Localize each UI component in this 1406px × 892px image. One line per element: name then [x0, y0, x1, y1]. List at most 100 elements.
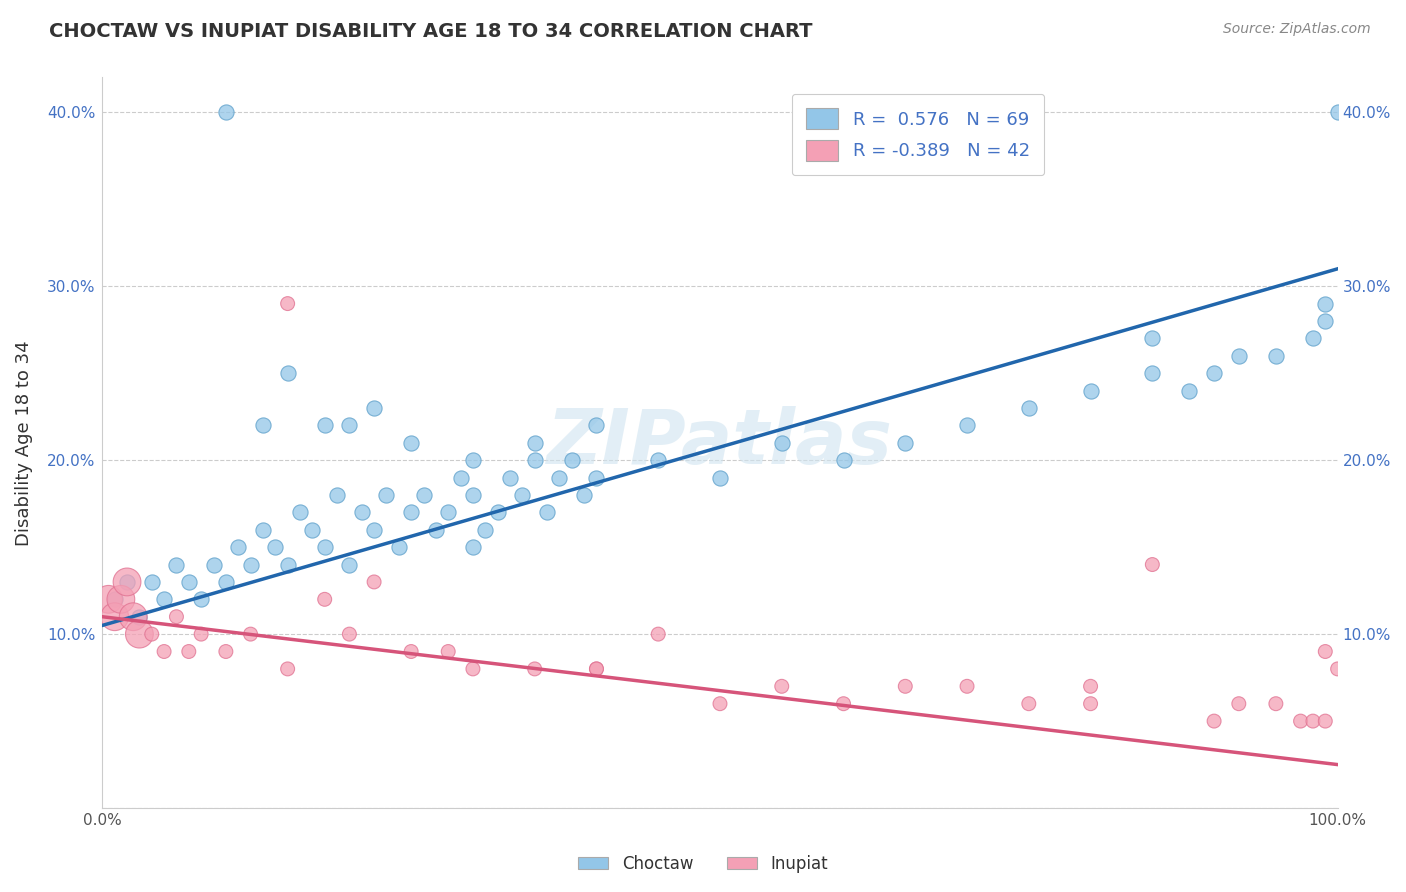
Point: [1302, 331, 1324, 345]
Point: [388, 540, 411, 554]
Point: [647, 627, 669, 641]
Point: [153, 592, 176, 607]
Point: [215, 105, 238, 120]
Point: [894, 679, 917, 693]
Point: [585, 470, 607, 484]
Point: [548, 470, 571, 484]
Point: [104, 609, 127, 624]
Point: [1264, 697, 1286, 711]
Point: [128, 609, 150, 624]
Point: [110, 592, 132, 607]
Point: [1080, 697, 1102, 711]
Point: [1264, 349, 1286, 363]
Point: [326, 488, 349, 502]
Point: [153, 644, 176, 658]
Point: [1315, 714, 1337, 728]
Point: [1178, 384, 1201, 398]
Point: [277, 366, 299, 380]
Point: [523, 435, 546, 450]
Point: [363, 523, 385, 537]
Text: CHOCTAW VS INUPIAT DISABILITY AGE 18 TO 34 CORRELATION CHART: CHOCTAW VS INUPIAT DISABILITY AGE 18 TO …: [49, 22, 813, 41]
Point: [141, 627, 163, 641]
Point: [252, 523, 274, 537]
Point: [474, 523, 496, 537]
Point: [1315, 314, 1337, 328]
Point: [375, 488, 398, 502]
Point: [1289, 714, 1312, 728]
Point: [239, 627, 262, 641]
Point: [1227, 697, 1250, 711]
Point: [122, 609, 145, 624]
Point: [450, 470, 472, 484]
Point: [115, 574, 138, 589]
Point: [647, 453, 669, 467]
Legend: R =  0.576   N = 69, R = -0.389   N = 42: R = 0.576 N = 69, R = -0.389 N = 42: [792, 94, 1045, 175]
Point: [832, 697, 855, 711]
Point: [486, 505, 509, 519]
Point: [709, 697, 731, 711]
Point: [165, 609, 187, 624]
Text: ZIPatlas: ZIPatlas: [547, 406, 893, 480]
Point: [832, 453, 855, 467]
Point: [226, 540, 249, 554]
Point: [141, 574, 163, 589]
Point: [264, 540, 287, 554]
Legend: Choctaw, Inupiat: Choctaw, Inupiat: [572, 848, 834, 880]
Point: [1315, 644, 1337, 658]
Point: [585, 418, 607, 433]
Point: [128, 627, 150, 641]
Point: [523, 662, 546, 676]
Point: [314, 418, 336, 433]
Point: [1326, 105, 1348, 120]
Point: [894, 435, 917, 450]
Point: [363, 401, 385, 415]
Point: [115, 574, 138, 589]
Point: [1018, 697, 1040, 711]
Point: [339, 627, 361, 641]
Point: [512, 488, 534, 502]
Point: [585, 662, 607, 676]
Point: [165, 558, 187, 572]
Point: [956, 679, 979, 693]
Point: [412, 488, 434, 502]
Point: [1142, 558, 1164, 572]
Point: [399, 644, 422, 658]
Point: [1227, 349, 1250, 363]
Point: [461, 540, 484, 554]
Point: [277, 662, 299, 676]
Point: [770, 435, 793, 450]
Point: [461, 453, 484, 467]
Point: [1302, 714, 1324, 728]
Point: [1080, 384, 1102, 398]
Point: [399, 435, 422, 450]
Point: [1018, 401, 1040, 415]
Point: [339, 418, 361, 433]
Point: [1315, 296, 1337, 310]
Point: [461, 488, 484, 502]
Point: [956, 418, 979, 433]
Point: [350, 505, 373, 519]
Point: [301, 523, 323, 537]
Point: [1080, 679, 1102, 693]
Point: [252, 418, 274, 433]
Point: [190, 627, 212, 641]
Point: [363, 574, 385, 589]
Point: [277, 558, 299, 572]
Y-axis label: Disability Age 18 to 34: Disability Age 18 to 34: [15, 340, 32, 546]
Point: [523, 453, 546, 467]
Point: [215, 574, 238, 589]
Point: [239, 558, 262, 572]
Point: [288, 505, 311, 519]
Point: [585, 662, 607, 676]
Point: [1204, 714, 1226, 728]
Point: [97, 592, 120, 607]
Point: [499, 470, 522, 484]
Point: [561, 453, 583, 467]
Point: [709, 470, 731, 484]
Point: [190, 592, 212, 607]
Point: [437, 505, 460, 519]
Point: [202, 558, 225, 572]
Text: Source: ZipAtlas.com: Source: ZipAtlas.com: [1223, 22, 1371, 37]
Point: [339, 558, 361, 572]
Point: [461, 662, 484, 676]
